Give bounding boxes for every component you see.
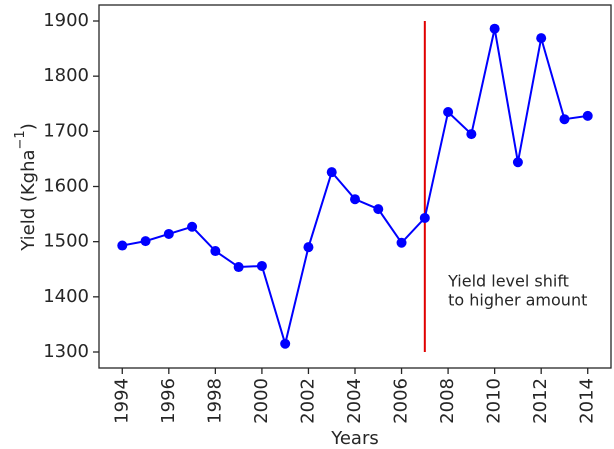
y-label-text: Yield (Kgha: [18, 149, 39, 251]
y-label-end: ): [18, 123, 39, 130]
x-tick-label: 2006: [391, 378, 412, 424]
x-tick-label: 2002: [297, 378, 318, 424]
x-tick-label: 1998: [204, 378, 225, 424]
y-tick-label: 1600: [43, 176, 89, 197]
y-tick-label: 1900: [43, 10, 89, 31]
data-point: [443, 107, 454, 118]
y-tick-label: 1700: [43, 120, 89, 141]
y-tick-label: 1500: [43, 231, 89, 252]
data-point: [210, 246, 221, 257]
data-point: [373, 204, 384, 215]
data-point: [117, 240, 128, 251]
data-point: [280, 338, 291, 349]
data-point: [256, 260, 267, 271]
x-tick-label: 2000: [251, 378, 272, 424]
y-tick-label: 1400: [43, 286, 89, 307]
data-point: [163, 228, 174, 239]
x-tick-label: 2008: [437, 378, 458, 424]
data-point: [140, 236, 151, 247]
x-tick-label: 2004: [344, 378, 365, 424]
y-tick-label: 1300: [43, 341, 89, 362]
x-tick-label: 2010: [484, 378, 505, 424]
data-point: [187, 221, 198, 232]
y-tick-label: 1800: [43, 65, 89, 86]
data-point: [489, 23, 500, 34]
x-axis-label: Years: [330, 428, 379, 449]
data-point: [233, 262, 244, 273]
x-tick-label: 1994: [111, 378, 132, 424]
x-tick-label: 2014: [577, 378, 598, 424]
data-point: [303, 242, 314, 253]
data-point: [419, 212, 430, 223]
y-axis-label: Yield (Kgha−1): [13, 123, 40, 251]
data-point: [512, 157, 523, 168]
x-tick-label: 2012: [530, 378, 551, 424]
y-label-sup: −1: [13, 130, 28, 149]
data-point: [326, 167, 337, 178]
data-point: [582, 110, 593, 121]
plot-frame: [98, 4, 612, 369]
data-point: [466, 129, 477, 140]
data-point: [536, 33, 547, 44]
data-point: [396, 237, 407, 248]
x-tick-label: 1996: [158, 378, 179, 424]
annotation: Yield level shift: [447, 271, 569, 290]
data-point: [350, 194, 360, 205]
annotation: to higher amount: [448, 290, 587, 309]
data-point: [559, 114, 570, 125]
